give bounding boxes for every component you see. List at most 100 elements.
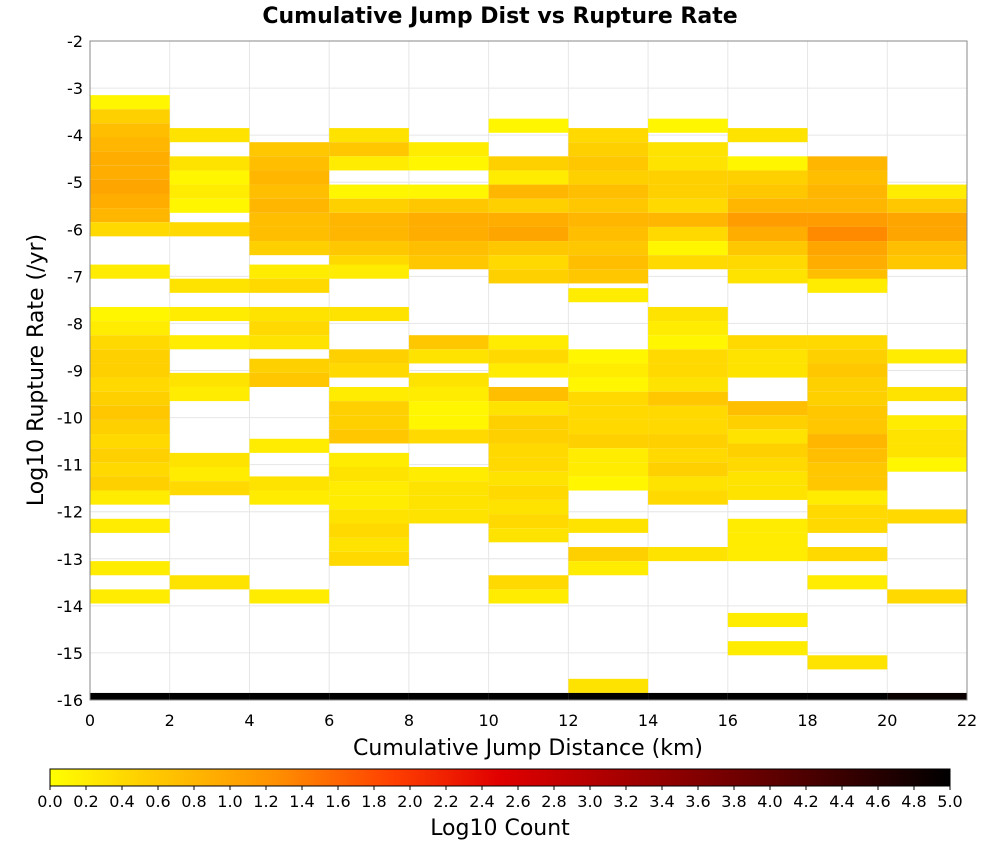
heatmap-cell bbox=[807, 490, 888, 505]
heatmap-cell bbox=[169, 372, 250, 387]
heatmap-cell bbox=[887, 692, 967, 700]
heatmap-cell bbox=[807, 156, 888, 171]
heatmap-cell bbox=[648, 448, 728, 463]
heatmap-cell bbox=[488, 443, 569, 458]
heatmap-cell bbox=[90, 377, 170, 392]
colorbar-tick-label: 3.6 bbox=[685, 792, 710, 811]
colorbar-tick-label: 3.2 bbox=[613, 792, 638, 811]
heatmap-cell bbox=[329, 241, 409, 256]
heatmap-cell bbox=[887, 509, 967, 524]
heatmap-cell bbox=[169, 466, 250, 482]
heatmap-cell bbox=[169, 170, 250, 185]
heatmap-cell bbox=[90, 434, 170, 449]
heatmap-cell bbox=[249, 306, 330, 322]
y-tick-label: -7 bbox=[67, 267, 83, 286]
x-tick-label: 10 bbox=[478, 711, 498, 730]
heatmap-cell bbox=[249, 226, 330, 242]
heatmap-cell bbox=[90, 193, 170, 209]
heatmap-cell bbox=[887, 241, 967, 256]
heatmap-cell bbox=[90, 561, 170, 576]
heatmap-cell bbox=[488, 589, 569, 604]
heatmap-cell bbox=[408, 255, 489, 270]
heatmap-cell bbox=[488, 692, 569, 700]
heatmap-cell bbox=[807, 692, 888, 700]
heatmap-cell bbox=[90, 222, 170, 237]
heatmap-cell bbox=[408, 184, 489, 199]
heatmap-cell bbox=[727, 255, 808, 270]
heatmap-cell bbox=[648, 349, 728, 364]
heatmap-cell bbox=[169, 222, 250, 237]
y-tick-label: -2 bbox=[67, 32, 83, 51]
heatmap-cell bbox=[807, 170, 888, 185]
heatmap-cell bbox=[329, 386, 409, 402]
heatmap-cell bbox=[488, 429, 569, 444]
heatmap-cell bbox=[568, 462, 649, 477]
heatmap-cell bbox=[727, 184, 808, 199]
heatmap-cell bbox=[727, 128, 808, 143]
y-tick-label: -11 bbox=[57, 456, 83, 475]
heatmap-cell bbox=[408, 429, 489, 444]
heatmap-cell bbox=[568, 448, 649, 463]
heatmap-cell bbox=[568, 170, 649, 185]
heatmap-cell bbox=[169, 692, 250, 700]
heatmap-cell bbox=[90, 306, 170, 322]
heatmap-cell bbox=[408, 401, 489, 416]
colorbar-tick-label: 0.6 bbox=[145, 792, 170, 811]
heatmap-cell bbox=[568, 476, 649, 491]
heatmap-cell bbox=[807, 476, 888, 491]
heatmap-cell bbox=[807, 184, 888, 199]
heatmap-cell bbox=[329, 481, 409, 496]
y-tick-label: -10 bbox=[57, 409, 83, 428]
heatmap-cell bbox=[807, 278, 888, 293]
heatmap-cell bbox=[329, 551, 409, 566]
heatmap-cell bbox=[488, 575, 569, 590]
heatmap-cell bbox=[648, 226, 728, 242]
x-tick-label: 2 bbox=[165, 711, 175, 730]
heatmap-cell bbox=[807, 547, 888, 562]
colorbar-tick-label: 1.2 bbox=[253, 792, 278, 811]
heatmap-cell bbox=[887, 226, 967, 242]
colorbar-tick-label: 0.4 bbox=[109, 792, 134, 811]
heatmap-cell bbox=[488, 184, 569, 199]
heatmap-cell bbox=[249, 321, 330, 336]
heatmap-cell bbox=[488, 170, 569, 185]
heatmap-cell bbox=[887, 255, 967, 270]
heatmap-cell bbox=[408, 386, 489, 402]
heatmap-cell bbox=[329, 523, 409, 538]
heatmap-cell bbox=[329, 429, 409, 444]
heatmap-cell bbox=[329, 537, 409, 552]
heatmap-cell bbox=[887, 415, 967, 430]
heatmap-cell bbox=[807, 448, 888, 463]
colorbar-tick-label: 3.0 bbox=[577, 792, 602, 811]
heatmap-cell bbox=[90, 335, 170, 350]
heatmap-cell bbox=[169, 198, 250, 213]
heatmap-cell bbox=[568, 363, 649, 378]
heatmap-cell bbox=[488, 255, 569, 270]
heatmap-cell bbox=[727, 532, 808, 548]
heatmap-cell bbox=[568, 561, 649, 576]
plot-area-frame bbox=[89, 40, 968, 701]
heatmap-cell bbox=[648, 692, 728, 700]
heatmap-cell bbox=[648, 321, 728, 336]
heatmap-cell bbox=[408, 212, 489, 227]
y-tick-label: -3 bbox=[67, 79, 83, 98]
heatmap-cell bbox=[727, 471, 808, 486]
heatmap-cell bbox=[249, 264, 330, 279]
heatmap-cell bbox=[568, 241, 649, 256]
heatmap-cell bbox=[408, 142, 489, 157]
heatmap-cell bbox=[807, 518, 888, 533]
heatmap-cell bbox=[568, 226, 649, 242]
heatmap-cell bbox=[488, 349, 569, 364]
heatmap-cell bbox=[648, 363, 728, 378]
heatmap-cell bbox=[648, 306, 728, 322]
heatmap-cell bbox=[807, 212, 888, 227]
heatmap-cell bbox=[488, 335, 569, 350]
heatmap-cell bbox=[488, 485, 569, 500]
y-tick-label: -6 bbox=[67, 220, 83, 239]
x-tick-label: 20 bbox=[877, 711, 897, 730]
y-tick-label: -9 bbox=[67, 362, 83, 381]
heatmap-cell bbox=[727, 429, 808, 444]
heatmap-cell bbox=[887, 184, 967, 199]
heatmap-cell bbox=[90, 137, 170, 152]
